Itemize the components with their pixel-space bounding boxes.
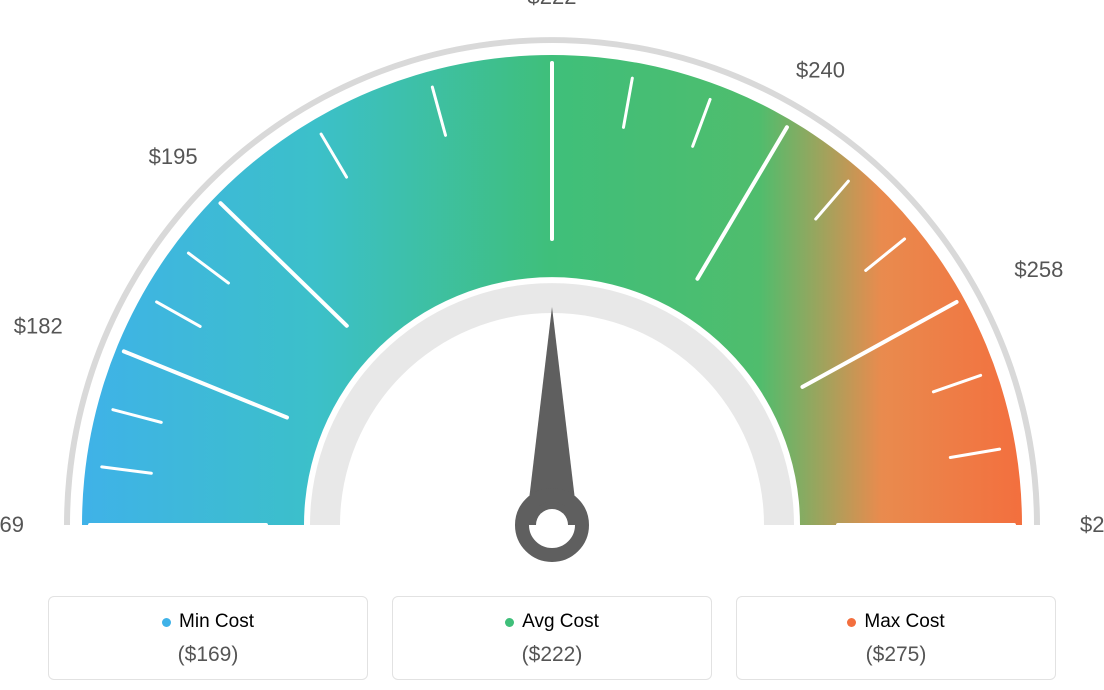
legend-row: Min Cost ($169) Avg Cost ($222) Max Cost… <box>0 596 1104 680</box>
legend-max-label: Max Cost <box>864 611 944 633</box>
legend-avg-value: ($222) <box>403 643 701 667</box>
legend-max-title: Max Cost <box>847 611 944 633</box>
legend-min-dot <box>162 618 171 627</box>
svg-text:$195: $195 <box>149 144 198 169</box>
legend-avg: Avg Cost ($222) <box>392 596 712 680</box>
legend-avg-label: Avg Cost <box>522 611 599 633</box>
legend-avg-dot <box>505 618 514 627</box>
svg-text:$258: $258 <box>1014 257 1063 282</box>
svg-text:$222: $222 <box>528 0 577 9</box>
svg-text:$182: $182 <box>14 314 63 339</box>
legend-min-label: Min Cost <box>179 611 254 633</box>
legend-max-value: ($275) <box>747 643 1045 667</box>
svg-text:$169: $169 <box>0 512 24 537</box>
cost-gauge-widget: $169 $182 $195 $222 $240 $258 $275 Min Cost ($… <box>0 0 1104 690</box>
legend-avg-title: Avg Cost <box>505 611 599 633</box>
svg-text:$240: $240 <box>796 57 845 82</box>
legend-max-dot <box>847 618 856 627</box>
svg-text:$275: $275 <box>1080 512 1104 537</box>
legend-min: Min Cost ($169) <box>48 596 368 680</box>
gauge-chart: $169 $182 $195 $222 $240 $258 $275 <box>0 0 1104 580</box>
legend-max: Max Cost ($275) <box>736 596 1056 680</box>
legend-min-value: ($169) <box>59 643 357 667</box>
legend-min-title: Min Cost <box>162 611 254 633</box>
